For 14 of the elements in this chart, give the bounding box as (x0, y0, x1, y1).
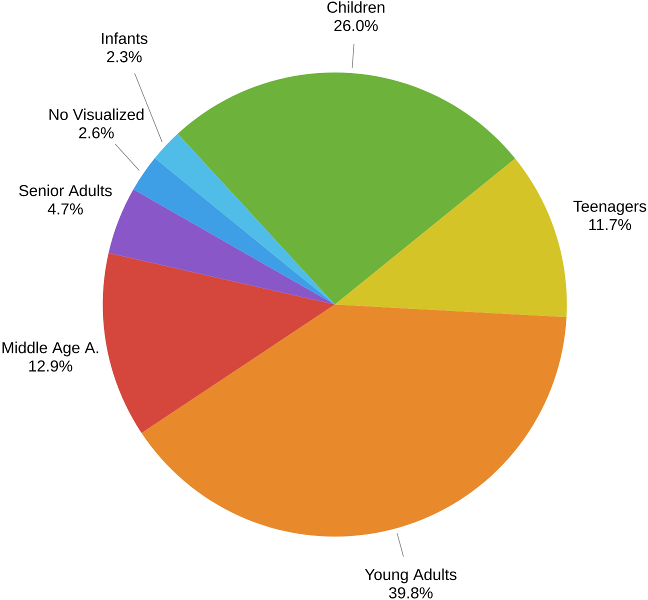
data-label: 11.7% (589, 219, 632, 230)
slice-label: Young Adults (364, 568, 456, 584)
data-label: 2.3% (107, 51, 142, 62)
data-label: 26.0% (334, 20, 378, 32)
slice-label: Teenagers (573, 201, 646, 216)
data-label: 12.9% (29, 360, 72, 372)
data-label: 4.7% (48, 204, 83, 215)
slice-label: Middle Age A. (2, 342, 98, 357)
slice-label: No Visualized (50, 108, 144, 120)
data-label: 39.8% (389, 587, 433, 599)
slice-label: Children (327, 1, 384, 13)
slice-label: Infants (102, 32, 148, 44)
slice-label: Senior Adults (19, 184, 112, 196)
data-label: 2.6% (79, 127, 114, 139)
